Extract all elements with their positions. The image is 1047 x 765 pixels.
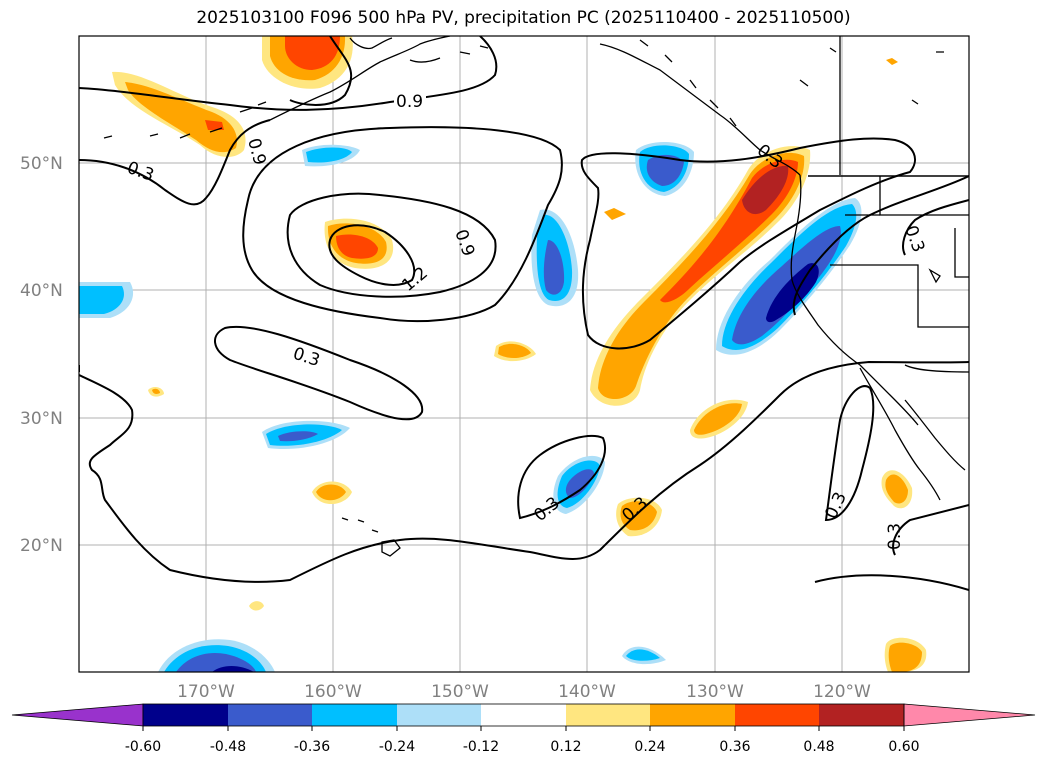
- colorbar-segment: [397, 704, 481, 726]
- colorbar-segment: [312, 704, 397, 726]
- colorbar-tick: 0.60: [888, 739, 919, 755]
- colorbar-segment: [566, 704, 650, 726]
- coastlines: [103, 36, 969, 557]
- colorbar-extend-high: [903, 703, 1036, 727]
- precip-shading: [79, 36, 927, 672]
- colorbar-tick: -0.12: [463, 739, 499, 755]
- contour-label: 0.3: [885, 523, 905, 550]
- lon-label: 120°W: [813, 682, 871, 702]
- colorbar-tick: 0.48: [803, 739, 834, 755]
- longitude-labels: 170°W 160°W 150°W 140°W 130°W 120°W: [177, 682, 871, 702]
- lon-label: 160°W: [304, 682, 362, 702]
- plot-title: 2025103100 F096 500 hPa PV, precipitatio…: [196, 8, 851, 28]
- lon-label: 130°W: [686, 682, 744, 702]
- colorbar-segment: [819, 704, 904, 726]
- colorbar-tick: -0.48: [210, 739, 246, 755]
- lat-label: 40°N: [20, 281, 63, 301]
- lat-label: 30°N: [20, 409, 63, 429]
- colorbar-segment: [650, 704, 735, 726]
- lat-label: 20°N: [20, 536, 63, 556]
- colorbar-segment: [481, 704, 566, 726]
- colorbar-segment: [228, 704, 312, 726]
- colorbar-tick: -0.24: [379, 739, 415, 755]
- colorbar-segment: [735, 704, 819, 726]
- colorbar-tick: 0.12: [550, 739, 581, 755]
- lon-label: 140°W: [558, 682, 616, 702]
- contour-label: 0.9: [396, 92, 423, 112]
- latitude-labels: 50°N 40°N 30°N 20°N: [20, 154, 63, 556]
- colorbar-tick: -0.60: [125, 739, 161, 755]
- lon-label: 150°W: [431, 682, 489, 702]
- colorbar-tick: 0.36: [719, 739, 750, 755]
- colorbar-tick: 0.24: [634, 739, 665, 755]
- colorbar-segment: [143, 704, 228, 726]
- colorbar-extend-low: [11, 703, 144, 727]
- colorbar: -0.60 -0.48 -0.36 -0.24 -0.12 0.12 0.24 …: [11, 703, 1036, 755]
- lat-label: 50°N: [20, 154, 63, 174]
- lon-label: 170°W: [177, 682, 235, 702]
- colorbar-tick: -0.36: [294, 739, 330, 755]
- map-border: [78, 35, 970, 673]
